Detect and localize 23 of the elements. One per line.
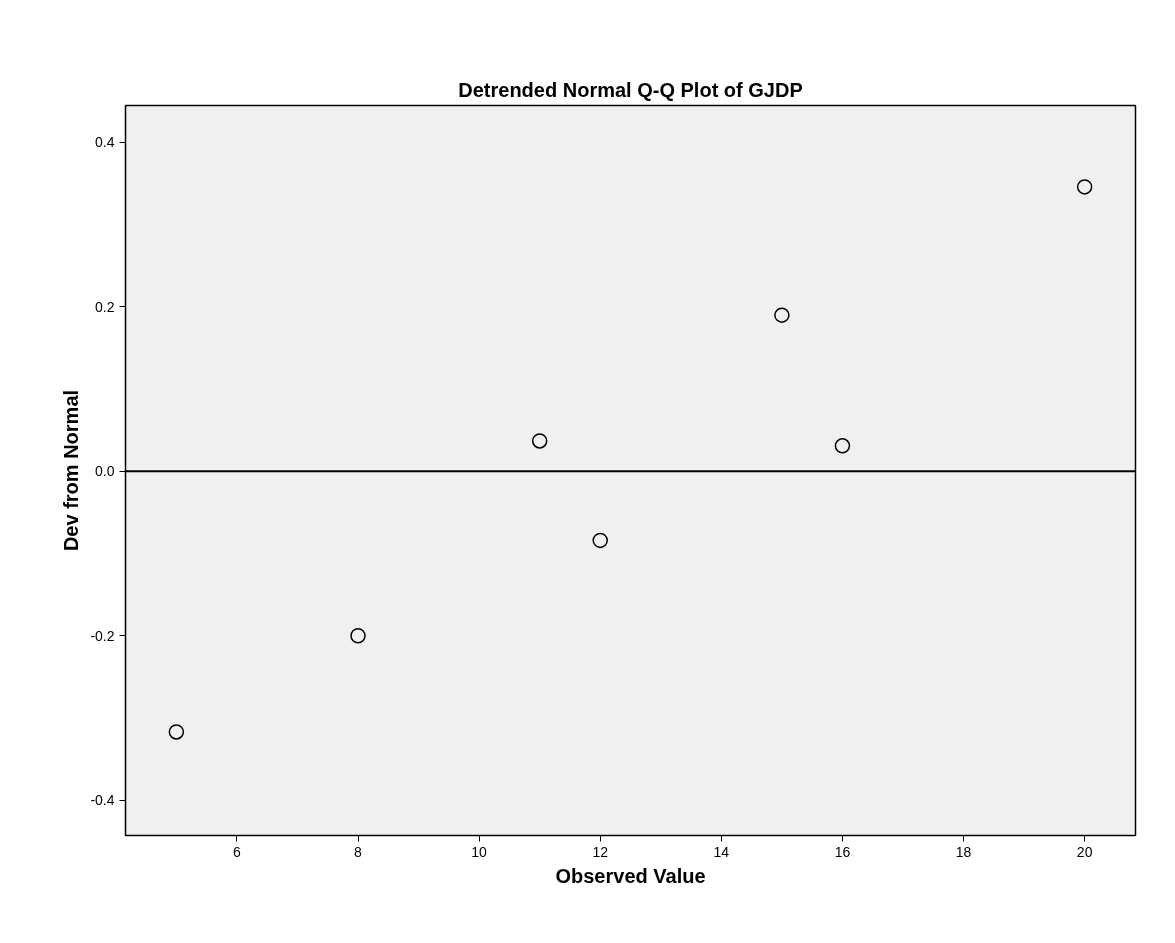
y-tick-label: 0.0 (95, 463, 115, 480)
point (834, 438, 851, 454)
x-tick-label: 18 (955, 843, 972, 860)
y-tick-label: 0.2 (95, 298, 115, 315)
point (350, 628, 366, 644)
x-tick-label: 20 (1076, 843, 1093, 860)
point (168, 724, 185, 740)
y-tick-label: 0.4 (95, 134, 115, 151)
x-tick-label: 8 (354, 843, 363, 860)
point (1076, 179, 1093, 195)
x-tick-label: 16 (834, 843, 851, 860)
x-tick-label: 12 (592, 843, 609, 860)
y-tick-label: -0.2 (90, 627, 115, 644)
chart-title: Detrended Normal Q-Q Plot of GJDP (458, 78, 803, 101)
y-axis-title: Dev from Normal (60, 389, 83, 552)
point (774, 307, 790, 323)
point (592, 532, 608, 549)
x-axis-title: Observed Value (555, 864, 706, 887)
point (531, 433, 548, 449)
y-tick-label: -0.4 (90, 792, 115, 809)
x-tick-label: 14 (713, 843, 730, 860)
x-tick-label: 6 (233, 843, 242, 860)
x-tick-label: 10 (471, 843, 488, 860)
